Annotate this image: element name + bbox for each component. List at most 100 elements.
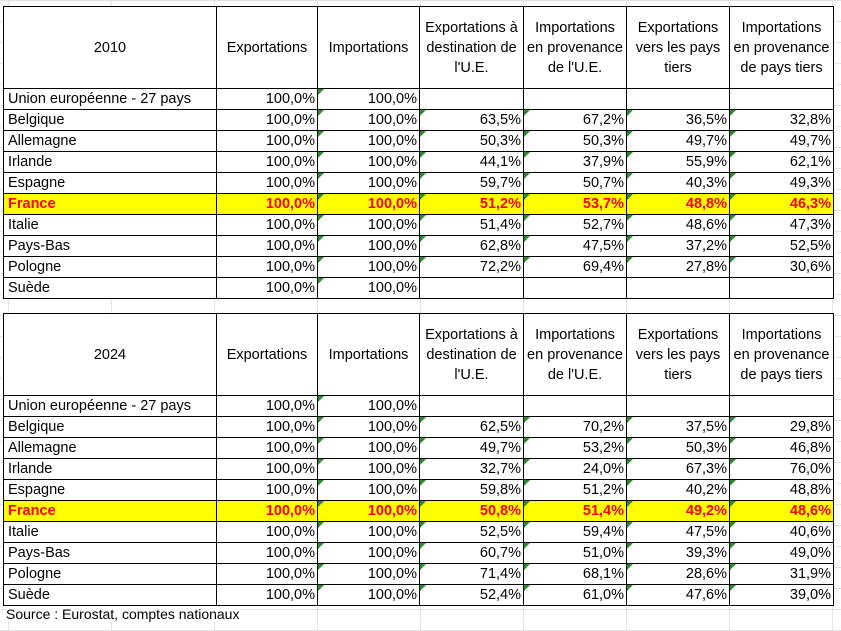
- value-cell[interactable]: 68,1%: [523, 563, 627, 585]
- column-header-cell[interactable]: Exportations vers les pays tiers: [626, 313, 730, 396]
- value-cell[interactable]: 100,0%: [216, 584, 318, 606]
- value-cell[interactable]: 100,0%: [216, 521, 318, 543]
- column-header-cell[interactable]: Importations: [317, 6, 420, 89]
- row-label-cell[interactable]: Pays-Bas: [3, 235, 217, 257]
- value-cell[interactable]: 51,2%: [523, 479, 627, 501]
- value-cell[interactable]: 100,0%: [317, 214, 420, 236]
- row-label-cell[interactable]: France: [3, 500, 217, 522]
- value-cell[interactable]: 31,9%: [729, 563, 834, 585]
- row-label-cell[interactable]: Belgique: [3, 109, 217, 131]
- value-cell[interactable]: [419, 395, 524, 417]
- value-cell[interactable]: 100,0%: [317, 151, 420, 173]
- value-cell[interactable]: 48,6%: [626, 214, 730, 236]
- value-cell[interactable]: 51,4%: [419, 214, 524, 236]
- value-cell[interactable]: 100,0%: [317, 395, 420, 417]
- value-cell[interactable]: 40,6%: [729, 521, 834, 543]
- value-cell[interactable]: [523, 88, 627, 110]
- value-cell[interactable]: [626, 277, 730, 299]
- value-cell[interactable]: 32,7%: [419, 458, 524, 480]
- row-label-cell[interactable]: France: [3, 193, 217, 215]
- row-label-cell[interactable]: Espagne: [3, 172, 217, 194]
- row-label-cell[interactable]: Irlande: [3, 458, 217, 480]
- value-cell[interactable]: 47,6%: [626, 584, 730, 606]
- value-cell[interactable]: 100,0%: [216, 500, 318, 522]
- value-cell[interactable]: 62,5%: [419, 416, 524, 438]
- column-header-cell[interactable]: Importations en provenance de pays tiers: [729, 313, 834, 396]
- value-cell[interactable]: 53,7%: [523, 193, 627, 215]
- value-cell[interactable]: 37,5%: [626, 416, 730, 438]
- value-cell[interactable]: 48,6%: [729, 500, 834, 522]
- value-cell[interactable]: 59,7%: [419, 172, 524, 194]
- value-cell[interactable]: 100,0%: [317, 437, 420, 459]
- value-cell[interactable]: 53,2%: [523, 437, 627, 459]
- value-cell[interactable]: 49,0%: [729, 542, 834, 564]
- value-cell[interactable]: [626, 395, 730, 417]
- row-label-cell[interactable]: Pays-Bas: [3, 542, 217, 564]
- value-cell[interactable]: 100,0%: [216, 88, 318, 110]
- value-cell[interactable]: 27,8%: [626, 256, 730, 278]
- value-cell[interactable]: 100,0%: [216, 542, 318, 564]
- value-cell[interactable]: 39,0%: [729, 584, 834, 606]
- value-cell[interactable]: 100,0%: [216, 130, 318, 152]
- value-cell[interactable]: 69,4%: [523, 256, 627, 278]
- value-cell[interactable]: [523, 395, 627, 417]
- value-cell[interactable]: 50,3%: [523, 130, 627, 152]
- value-cell[interactable]: 72,2%: [419, 256, 524, 278]
- value-cell[interactable]: 29,8%: [729, 416, 834, 438]
- value-cell[interactable]: 67,3%: [626, 458, 730, 480]
- value-cell[interactable]: 67,2%: [523, 109, 627, 131]
- column-header-cell[interactable]: Importations: [317, 313, 420, 396]
- value-cell[interactable]: 100,0%: [317, 277, 420, 299]
- value-cell[interactable]: 100,0%: [216, 416, 318, 438]
- value-cell[interactable]: 49,7%: [626, 130, 730, 152]
- value-cell[interactable]: 100,0%: [216, 235, 318, 257]
- value-cell[interactable]: 62,1%: [729, 151, 834, 173]
- value-cell[interactable]: 50,8%: [419, 500, 524, 522]
- row-label-cell[interactable]: Italie: [3, 521, 217, 543]
- value-cell[interactable]: 44,1%: [419, 151, 524, 173]
- value-cell[interactable]: 30,6%: [729, 256, 834, 278]
- value-cell[interactable]: 100,0%: [216, 193, 318, 215]
- value-cell[interactable]: [419, 277, 524, 299]
- value-cell[interactable]: 40,3%: [626, 172, 730, 194]
- value-cell[interactable]: 100,0%: [317, 584, 420, 606]
- value-cell[interactable]: 100,0%: [216, 151, 318, 173]
- value-cell[interactable]: 100,0%: [216, 458, 318, 480]
- value-cell[interactable]: [523, 277, 627, 299]
- value-cell[interactable]: 100,0%: [216, 214, 318, 236]
- value-cell[interactable]: 100,0%: [317, 109, 420, 131]
- value-cell[interactable]: 59,4%: [523, 521, 627, 543]
- value-cell[interactable]: 76,0%: [729, 458, 834, 480]
- value-cell[interactable]: 100,0%: [317, 416, 420, 438]
- value-cell[interactable]: 32,8%: [729, 109, 834, 131]
- row-label-cell[interactable]: Union européenne - 27 pays: [3, 395, 217, 417]
- value-cell[interactable]: 49,7%: [729, 130, 834, 152]
- value-cell[interactable]: 100,0%: [317, 193, 420, 215]
- value-cell[interactable]: 100,0%: [317, 479, 420, 501]
- column-header-cell[interactable]: Exportations: [216, 313, 318, 396]
- row-label-cell[interactable]: Allemagne: [3, 437, 217, 459]
- row-label-cell[interactable]: Suède: [3, 277, 217, 299]
- column-header-cell[interactable]: Exportations vers les pays tiers: [626, 6, 730, 89]
- value-cell[interactable]: 100,0%: [317, 458, 420, 480]
- value-cell[interactable]: 100,0%: [317, 521, 420, 543]
- value-cell[interactable]: 70,2%: [523, 416, 627, 438]
- value-cell[interactable]: 52,5%: [419, 521, 524, 543]
- row-label-cell[interactable]: Irlande: [3, 151, 217, 173]
- value-cell[interactable]: 47,5%: [523, 235, 627, 257]
- value-cell[interactable]: 49,7%: [419, 437, 524, 459]
- value-cell[interactable]: 51,0%: [523, 542, 627, 564]
- row-label-cell[interactable]: Espagne: [3, 479, 217, 501]
- value-cell[interactable]: 100,0%: [317, 88, 420, 110]
- value-cell[interactable]: 36,5%: [626, 109, 730, 131]
- value-cell[interactable]: 37,2%: [626, 235, 730, 257]
- value-cell[interactable]: 52,4%: [419, 584, 524, 606]
- value-cell[interactable]: 52,7%: [523, 214, 627, 236]
- value-cell[interactable]: 48,8%: [729, 479, 834, 501]
- value-cell[interactable]: 59,8%: [419, 479, 524, 501]
- column-header-cell[interactable]: Importations en provenance de l'U.E.: [523, 313, 627, 396]
- row-label-cell[interactable]: Allemagne: [3, 130, 217, 152]
- value-cell[interactable]: 39,3%: [626, 542, 730, 564]
- value-cell[interactable]: 40,2%: [626, 479, 730, 501]
- column-header-cell[interactable]: Exportations: [216, 6, 318, 89]
